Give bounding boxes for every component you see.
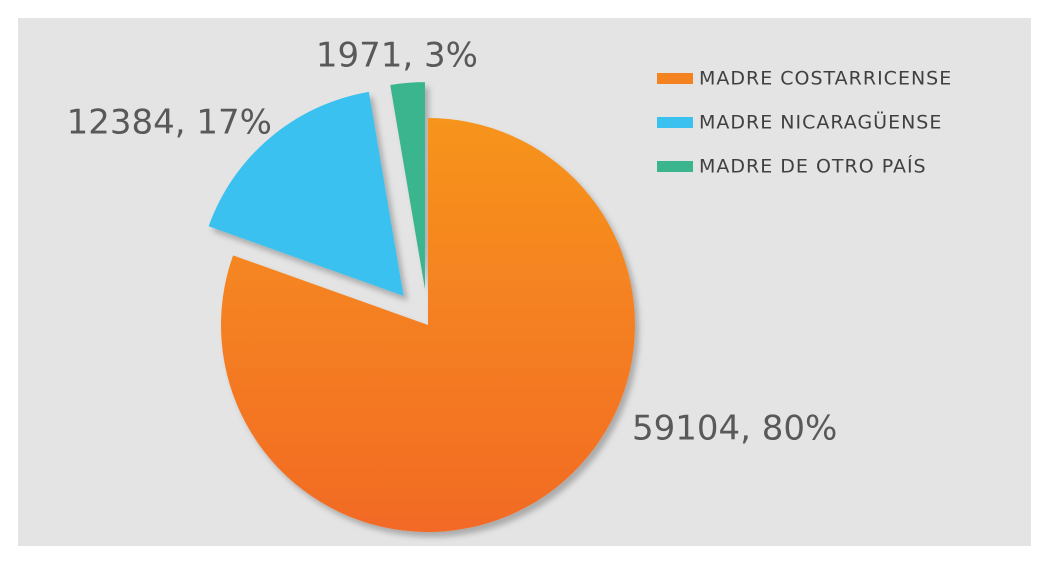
pie-slice [221,118,636,532]
pie [208,82,636,532]
legend-swatch [657,73,693,84]
legend-swatch [657,117,693,128]
legend-label: MADRE NICARAGÜENSE [699,111,942,134]
legend: MADRE COSTARRICENSE MADRE NICARAGÜENSE MAD… [657,68,952,178]
legend-label: MADRE COSTARRICENSE [699,68,952,90]
data-label: 1971, 3% [316,36,478,76]
pie-slice [208,91,404,296]
data-label: 12384, 17% [67,103,272,143]
legend-label: MADRE DE OTRO PAÍS [699,155,927,178]
legend-swatch [657,161,693,172]
pie-slice [390,82,425,290]
data-label: 59104, 80% [632,409,837,449]
